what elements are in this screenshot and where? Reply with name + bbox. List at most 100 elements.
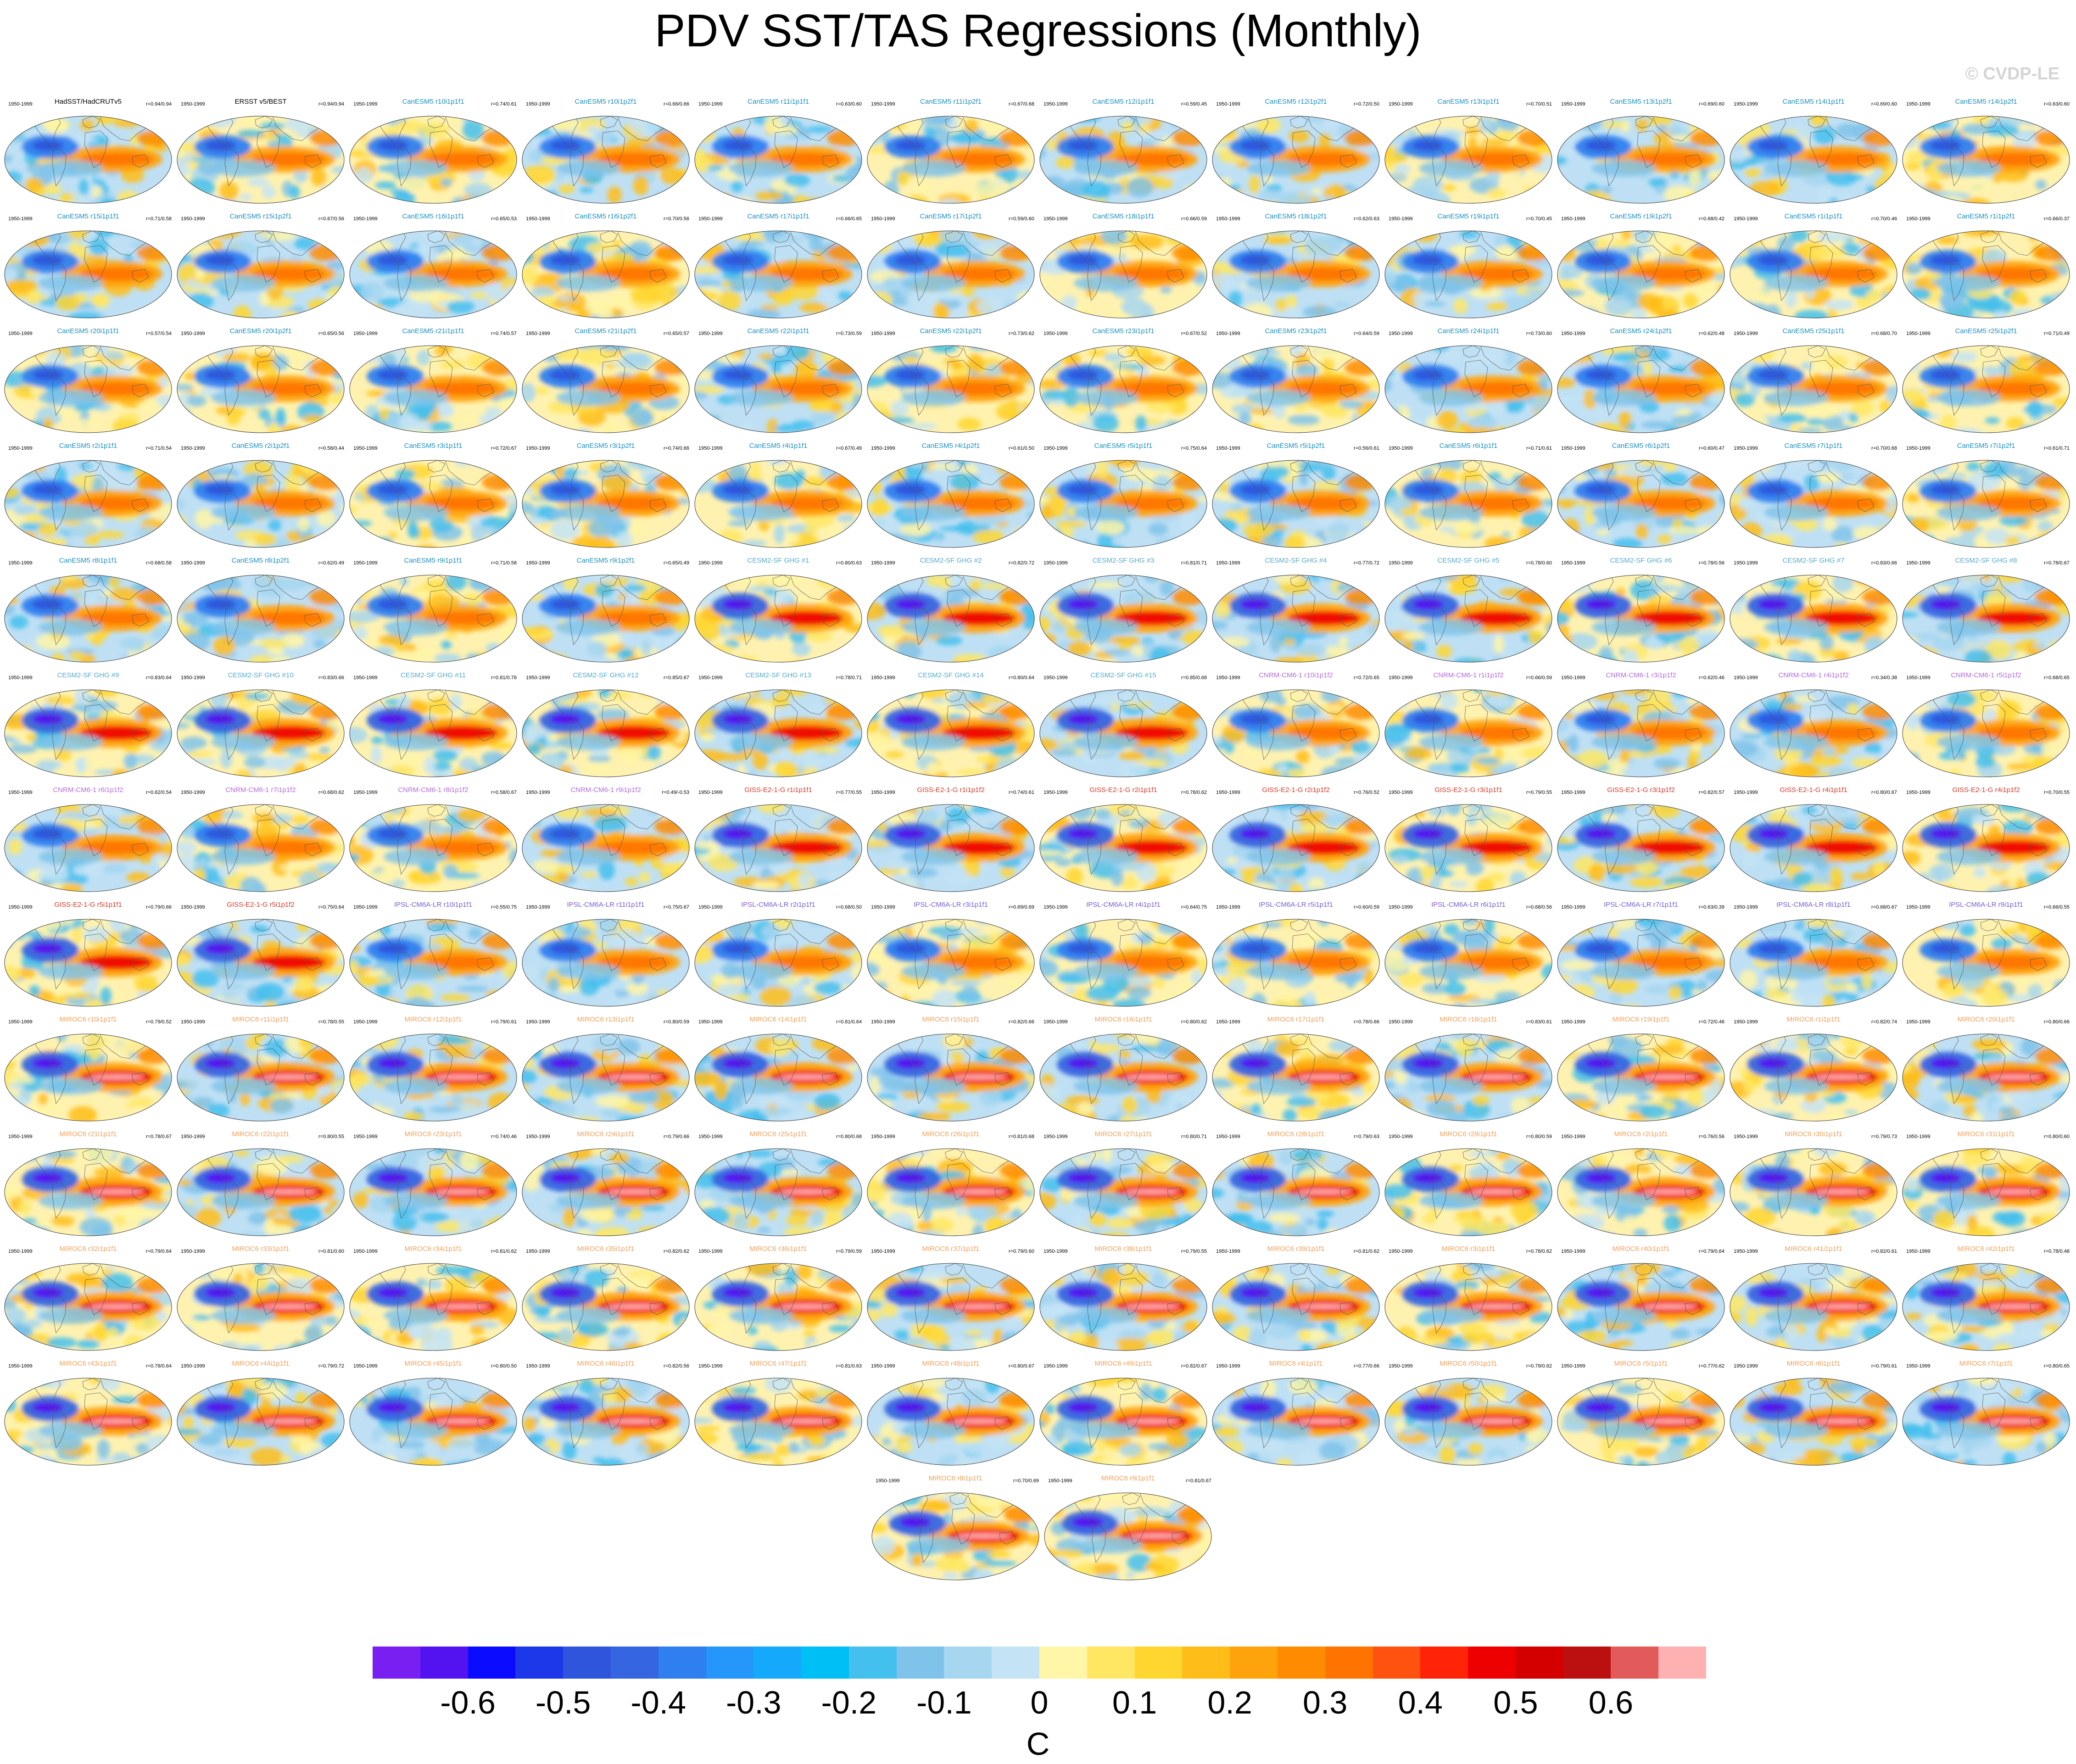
anomaly-patch: [207, 576, 241, 592]
anomaly-patch: [2044, 544, 2070, 547]
anomaly-patch: [601, 474, 632, 491]
anomaly-patch: [854, 463, 862, 478]
anomaly-patch: [550, 116, 582, 132]
coastline: [304, 269, 322, 283]
anomaly-patch: [522, 237, 542, 246]
anomaly-patch: [1182, 650, 1207, 660]
south-pacific-cold-lobe: [1591, 390, 1656, 406]
anomaly-patch: [2011, 308, 2036, 317]
regression-map: [867, 116, 1035, 204]
anomaly-patch: [1508, 425, 1525, 433]
panel-period: 1950-1999: [526, 216, 550, 222]
anomaly-patch: [370, 540, 388, 547]
map-panel: 1950-1999 CanESM5 r6i1p1f1 r=0.71/0.61: [1382, 438, 1555, 553]
coastline: [1809, 245, 1833, 283]
coastline: [1980, 231, 1998, 243]
coastline: [742, 263, 757, 301]
anomaly-patch: [1495, 116, 1518, 124]
south-pacific-cold-lobe: [1764, 160, 1828, 177]
anomaly-patch: [1385, 271, 1397, 287]
anomaly-patch: [1823, 517, 1837, 531]
panel-correlation: r=0.71/0.58: [146, 216, 172, 222]
anomaly-patch: [1908, 460, 1929, 468]
anomaly-patch: [1657, 534, 1673, 544]
anomaly-patch: [1044, 192, 1060, 202]
anomaly-patch: [1570, 315, 1604, 318]
anomaly-patch: [1536, 463, 1552, 476]
anomaly-patch: [1212, 311, 1228, 318]
anomaly-patch: [484, 419, 494, 425]
anomaly-patch: [1029, 195, 1034, 203]
south-pacific-cold-lobe: [901, 390, 965, 406]
coastline: [416, 100, 434, 109]
anomaly-patch: [1636, 118, 1648, 132]
anomaly-patch: [1043, 176, 1066, 195]
anomaly-patch: [89, 705, 101, 715]
anomaly-patch: [1177, 575, 1187, 586]
coastline: [1464, 245, 1488, 283]
anomaly-patch: [497, 536, 515, 547]
regression-map: [1212, 575, 1380, 663]
anomaly-patch: [701, 644, 735, 654]
anomaly-patch: [1216, 464, 1238, 474]
anomaly-patch: [2, 662, 26, 668]
coastline: [1796, 100, 1814, 109]
panel-title: CanESM5 r13i1p1f1: [1437, 98, 1500, 106]
map-outline: [1039, 230, 1207, 318]
anomaly-patch: [939, 525, 974, 531]
anomaly-patch: [695, 116, 713, 131]
anomaly-patch: [1197, 653, 1207, 662]
anomaly-patch: [1096, 461, 1109, 478]
anomaly-patch: [440, 359, 466, 370]
anomaly-patch: [1311, 460, 1344, 466]
anomaly-patch: [1601, 121, 1625, 128]
anomaly-patch: [362, 198, 390, 203]
anomaly-patch: [1351, 645, 1379, 662]
anomaly-patch: [558, 184, 575, 194]
anomaly-patch: [1413, 231, 1438, 242]
regression-map: [522, 460, 690, 548]
anomaly-patch: [649, 231, 665, 240]
anomaly-patch: [1135, 415, 1147, 431]
anomaly-patch: [1914, 647, 1940, 662]
anomaly-patch: [1905, 162, 1920, 171]
anomaly-patch: [843, 231, 859, 240]
anomaly-patch: [19, 233, 50, 247]
anomaly-patch: [105, 351, 124, 361]
anomaly-patch: [1668, 347, 1678, 355]
south-pacific-cold-lobe: [729, 619, 793, 636]
map-outline: [1039, 345, 1207, 433]
panel-title: ERSST v5/BEST: [234, 98, 287, 106]
anomaly-patch: [1948, 473, 1968, 479]
anomaly-patch: [103, 364, 135, 377]
anomaly-patch: [15, 690, 32, 692]
anomaly-patch: [196, 424, 208, 433]
anomaly-patch: [1708, 651, 1724, 662]
anomaly-patch: [262, 185, 276, 199]
anomaly-patch: [1279, 195, 1312, 203]
anomaly-patch: [867, 647, 875, 658]
regression-map: [1384, 230, 1552, 318]
coastline: [1857, 154, 1875, 168]
map-panel: 1950-1999 CanESM5 r21i1p1f1 r=0.74/0.57: [347, 324, 519, 438]
panel-period: 1950-1999: [1734, 216, 1758, 222]
anomaly-patch: [1940, 414, 1956, 431]
anomaly-patch: [1352, 231, 1377, 242]
anomaly-patch: [126, 348, 158, 358]
anomaly-patch: [699, 417, 714, 431]
map-panel: 1950-1999 CanESM5 r24i1p1f1 r=0.73/0.60: [1382, 324, 1555, 438]
anomaly-patch: [1318, 134, 1331, 147]
anomaly-patch: [350, 691, 361, 698]
panel-title: CanESM5 r21i1p1f1: [402, 327, 464, 335]
anomaly-patch: [794, 361, 818, 378]
coastline: [547, 346, 579, 378]
anomaly-patch: [1693, 460, 1714, 469]
anomaly-patch: [1669, 525, 1698, 535]
anomaly-patch: [907, 290, 938, 309]
anomaly-patch: [1194, 460, 1207, 464]
anomaly-patch: [1593, 460, 1615, 470]
anomaly-patch: [1412, 639, 1422, 655]
coastline: [1410, 116, 1441, 149]
anomaly-patch: [1373, 231, 1379, 235]
south-pacific-cold-lobe: [729, 275, 793, 291]
